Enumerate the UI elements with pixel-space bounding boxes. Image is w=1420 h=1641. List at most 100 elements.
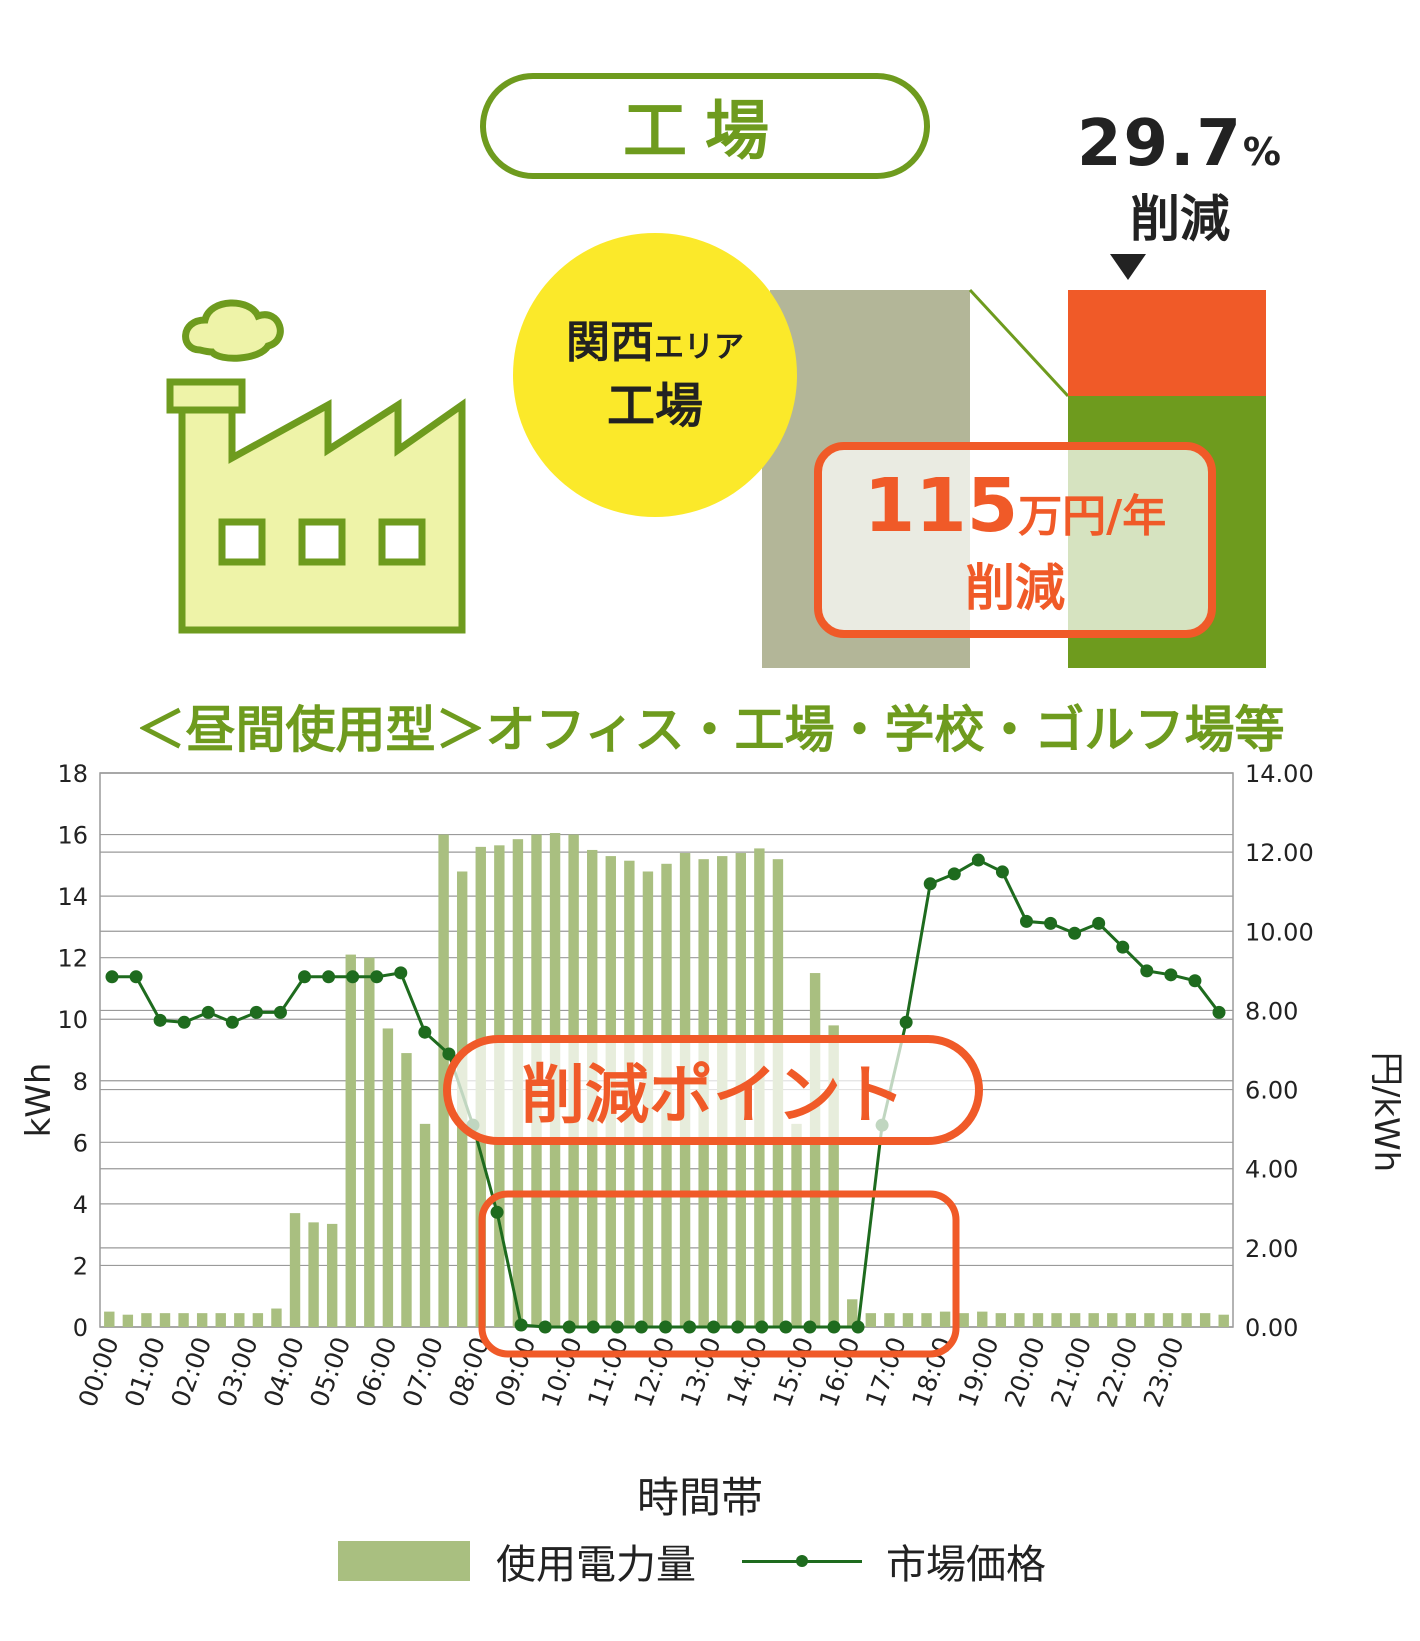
usage-bar — [1218, 1314, 1229, 1327]
savings-unit: 万円/年 — [1018, 490, 1167, 542]
usage-bar — [1051, 1313, 1062, 1327]
price-point — [322, 970, 336, 984]
y-right-tick-label: 6.00 — [1245, 1077, 1298, 1105]
usage-bar — [419, 1123, 431, 1327]
price-point — [610, 1320, 624, 1334]
x-axis-title: 時間帯 — [636, 1473, 763, 1522]
price-point — [298, 970, 312, 984]
usage-bar — [326, 1223, 338, 1327]
reduction-percent-value: 29.7 — [1077, 107, 1243, 181]
x-tick-label: 01:00 — [119, 1333, 171, 1411]
price-point — [755, 1320, 769, 1334]
x-tick-label: 07:00 — [397, 1333, 449, 1411]
usage-bar — [1125, 1313, 1137, 1327]
usage-bar — [289, 1213, 301, 1327]
x-tick-label: 22:00 — [1091, 1333, 1143, 1411]
usage-bar — [364, 957, 375, 1327]
y-right-tick-label: 14.00 — [1245, 760, 1314, 788]
x-tick-label: 10:00 — [536, 1333, 588, 1411]
price-point — [514, 1318, 528, 1332]
usage-bar — [1162, 1313, 1174, 1327]
usage-bar — [215, 1313, 226, 1327]
y-left-tick-label: 0 — [73, 1314, 88, 1342]
factory-icon — [166, 299, 466, 634]
usage-bar — [1199, 1313, 1211, 1327]
usage-bar — [809, 973, 821, 1327]
usage-bar — [141, 1313, 152, 1327]
usage-bar — [1107, 1313, 1118, 1327]
usage-bar — [234, 1313, 245, 1327]
usage-bar — [995, 1313, 1007, 1327]
x-tick-label: 14:00 — [721, 1333, 773, 1411]
y-right-tick-label: 0.00 — [1245, 1314, 1298, 1342]
x-tick-label: 19:00 — [953, 1333, 1005, 1411]
chart-subtitle: ＜昼間使用型＞オフィス・工場・学校・ゴルフ場等 — [135, 701, 1285, 759]
usage-bar — [122, 1314, 134, 1327]
price-point — [707, 1320, 721, 1334]
y-right-tick-label: 4.00 — [1245, 1156, 1298, 1184]
usage-bar — [196, 1313, 208, 1327]
y-left-tick-label: 12 — [57, 945, 88, 973]
area-label-suffix: エリア — [654, 329, 744, 365]
price-point — [851, 1320, 865, 1334]
x-tick-label: 04:00 — [258, 1333, 310, 1411]
usage-bar — [252, 1313, 264, 1327]
reduction-percent-block: 29.7% 削減 — [1060, 108, 1300, 250]
legend-bar-swatch — [338, 1541, 470, 1581]
price-point — [490, 1205, 504, 1219]
usage-bar — [1088, 1313, 1099, 1327]
x-tick-label: 11:00 — [582, 1333, 634, 1411]
reduction-highlight-box — [478, 1190, 960, 1358]
price-point — [1068, 926, 1082, 940]
usage-bar — [178, 1313, 189, 1327]
area-label-circle: 関西エリア 工場 — [513, 233, 797, 517]
price-point — [899, 1015, 913, 1029]
usage-bar — [382, 1028, 394, 1327]
price-point — [1140, 964, 1154, 978]
y-left-tick-label: 6 — [73, 1129, 88, 1157]
legend-line-swatch — [742, 1546, 862, 1576]
price-point — [370, 970, 384, 984]
price-point — [827, 1320, 841, 1334]
y-left-tick-label: 16 — [57, 822, 88, 850]
price-point — [1188, 974, 1202, 988]
price-point — [346, 970, 360, 984]
y-axis-right-label: 円/kWh — [1366, 1052, 1406, 1172]
reduced-portion-bar — [1068, 290, 1266, 396]
price-point — [1116, 940, 1130, 954]
usage-bar — [791, 1123, 802, 1327]
usage-bar — [977, 1311, 988, 1327]
price-point — [779, 1320, 793, 1334]
usage-bar — [958, 1313, 969, 1327]
price-point — [586, 1320, 600, 1334]
reduction-percent-label: 削減 — [1130, 190, 1230, 248]
reduction-percent-unit: % — [1242, 130, 1283, 174]
area-label-facility: 工場 — [606, 377, 703, 434]
reduction-point-callout: 削減ポイント — [443, 1035, 983, 1145]
usage-bar — [1144, 1313, 1155, 1327]
price-point — [971, 853, 985, 867]
y-right-tick-label: 8.00 — [1245, 997, 1298, 1025]
usage-bar — [1069, 1313, 1081, 1327]
price-point — [995, 865, 1009, 879]
price-point — [1019, 914, 1033, 928]
down-triangle-icon — [1110, 254, 1146, 280]
price-point — [659, 1320, 672, 1334]
usage-bar — [1181, 1313, 1192, 1327]
price-point — [177, 1015, 191, 1029]
usage-bar — [401, 1053, 412, 1327]
usage-bar — [847, 1299, 858, 1327]
price-point — [1092, 916, 1106, 930]
price-point — [1044, 916, 1058, 930]
price-point — [923, 877, 937, 891]
usage-bar — [921, 1313, 932, 1327]
legend-usage-label: 使用電力量 — [496, 1542, 696, 1588]
usage-bar — [865, 1313, 877, 1327]
price-point — [225, 1015, 239, 1029]
savings-box: 115万円/年 削減 — [814, 442, 1216, 638]
savings-amount: 115 — [863, 462, 1019, 549]
usage-bar — [308, 1222, 319, 1327]
price-point — [562, 1320, 576, 1334]
usage-bar — [1032, 1313, 1044, 1327]
